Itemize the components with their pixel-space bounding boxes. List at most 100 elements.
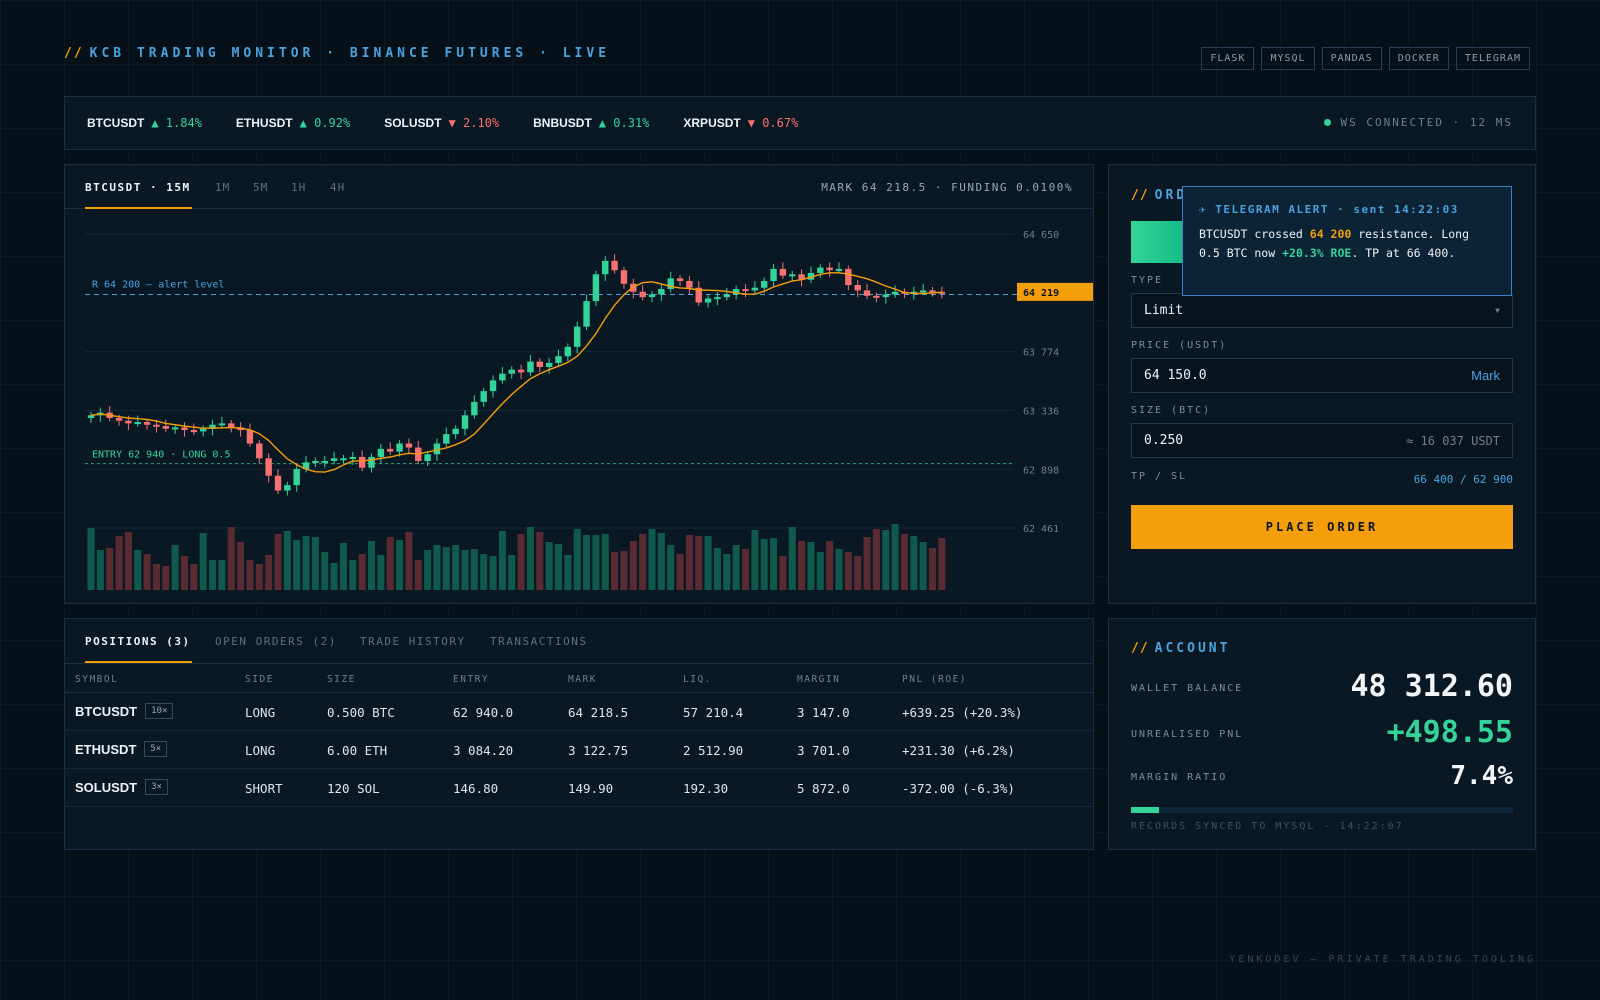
- volume-bar: [134, 550, 142, 590]
- volume-bar: [396, 540, 404, 590]
- candle: [648, 294, 656, 298]
- arrow-up-icon: ▲: [151, 116, 159, 130]
- volume-bar: [788, 527, 796, 590]
- mark-price-button[interactable]: Mark: [1471, 368, 1500, 383]
- volume-bar: [368, 541, 375, 590]
- tpsl-value[interactable]: 66 400 / 62 900: [1413, 473, 1513, 486]
- volume-bar: [246, 560, 254, 590]
- tech-tags: FLASK MYSQL PANDAS DOCKER TELEGRAM: [1201, 47, 1530, 70]
- candle: [246, 430, 254, 444]
- volume-bar: [96, 550, 104, 590]
- candle: [499, 373, 506, 381]
- ticker-item-ethusdt[interactable]: ETHUSDT ▲ 0.92%: [236, 116, 350, 130]
- ticker-change: 0.67%: [762, 116, 799, 130]
- candle: [545, 362, 553, 367]
- candle: [387, 448, 394, 452]
- cell-symbol: BTCUSDT 10×: [75, 703, 174, 719]
- volume-bar: [302, 536, 310, 590]
- order-type-select[interactable]: Limit ▼: [1131, 293, 1513, 328]
- cell-mark: 64 218.5: [568, 705, 629, 720]
- volume-bar: [106, 548, 114, 590]
- volume-bar: [87, 528, 95, 590]
- col-side: SIDE: [245, 674, 274, 685]
- long-side-button[interactable]: [1131, 221, 1191, 263]
- candle: [330, 458, 338, 461]
- margin-ratio-label: MARGIN RATIO: [1131, 772, 1228, 783]
- tag-docker: DOCKER: [1388, 47, 1449, 70]
- volume-bar: [199, 533, 207, 590]
- candle: [517, 369, 525, 373]
- tab-btcusdt-15m[interactable]: BTCUSDT · 15M: [85, 181, 191, 194]
- table-row[interactable]: BTCUSDT 10× LONG 0.500 BTC 62 940.0 64 21…: [65, 693, 1093, 731]
- moving-average-line: [90, 272, 942, 473]
- volume-bar: [564, 555, 572, 590]
- candle: [639, 291, 646, 298]
- cell-side: SHORT: [245, 781, 283, 796]
- ticker-item-xrpusdt[interactable]: XRPUSDT ▼ 0.67%: [683, 116, 798, 130]
- col-margin: MARGIN: [797, 674, 841, 685]
- candle: [826, 267, 833, 271]
- candle: [134, 422, 141, 425]
- ticker-item-btcusdt[interactable]: BTCUSDT ▲ 1.84%: [87, 116, 202, 130]
- ticker-symbol: BNBUSDT: [533, 116, 592, 130]
- volume-bar: [863, 537, 871, 590]
- volume-bar: [760, 539, 768, 590]
- candle: [143, 422, 151, 425]
- volume-bar: [152, 564, 160, 590]
- ticker-item-bnbusdt[interactable]: BNBUSDT ▲ 0.31%: [533, 116, 649, 130]
- app-title-text: KCB TRADING MONITOR · BINANCE FUTURES · …: [89, 46, 611, 61]
- candle: [433, 443, 441, 455]
- status-dot-icon: [1323, 119, 1331, 126]
- ticker-change: 0.31%: [613, 116, 650, 130]
- candle: [377, 448, 385, 457]
- candle: [910, 291, 917, 294]
- table-row[interactable]: ETHUSDT 5× LONG 6.00 ETH 3 084.20 3 122.7…: [65, 731, 1093, 769]
- ticker-change: 2.10%: [463, 116, 500, 130]
- tab-trade-history[interactable]: TRADE HISTORY: [360, 635, 466, 648]
- candle: [761, 281, 768, 288]
- ticker-item-solusdt[interactable]: SOLUSDT ▼ 2.10%: [384, 116, 499, 130]
- candle: [592, 274, 600, 302]
- volume-bar: [816, 552, 824, 590]
- price-input[interactable]: 64 150.0 Mark: [1131, 358, 1513, 393]
- candle: [87, 415, 95, 419]
- tab-transactions[interactable]: TRANSACTIONS: [490, 635, 588, 648]
- candle: [237, 427, 244, 431]
- volume-bar: [218, 560, 226, 590]
- candle: [284, 485, 291, 491]
- tag-mysql: MYSQL: [1261, 47, 1315, 70]
- tab-4h[interactable]: 4H: [330, 181, 346, 194]
- candle: [396, 443, 403, 452]
- volume-bar: [798, 541, 806, 590]
- size-input[interactable]: 0.250 ≈ 16 037 USDT: [1131, 423, 1513, 458]
- active-tab-underline: [85, 661, 192, 663]
- candle: [658, 289, 665, 295]
- volume-bar: [124, 532, 132, 590]
- tab-5m[interactable]: 5M: [253, 181, 269, 194]
- place-order-button[interactable]: PLACE ORDER: [1131, 505, 1513, 549]
- cell-mark: 3 122.75: [568, 743, 629, 758]
- cell-side: LONG: [245, 743, 276, 758]
- footer-credit: YENKODEV — PRIVATE TRADING TOOLING: [1229, 954, 1536, 965]
- volume-bar: [339, 543, 347, 590]
- col-size: SIZE: [327, 674, 356, 685]
- tab-1m[interactable]: 1M: [215, 181, 231, 194]
- price-chart[interactable]: 64 650 63 774 63 336 62 898 62 461 R 64 200 —…: [65, 210, 1093, 604]
- volume-bar: [657, 533, 665, 590]
- volume-bar: [508, 555, 516, 590]
- candle: [789, 274, 796, 277]
- candle: [125, 420, 132, 424]
- volume-bar: [433, 545, 441, 590]
- tab-open-orders[interactable]: OPEN ORDERS (2): [215, 635, 337, 648]
- cell-pnl: +231.30 (+6.2%): [902, 743, 1015, 758]
- leverage-badge: 5×: [144, 741, 168, 757]
- wallet-balance-label: WALLET BALANCE: [1131, 683, 1244, 694]
- tab-1h[interactable]: 1H: [291, 181, 307, 194]
- candle: [209, 424, 216, 429]
- table-row[interactable]: SOLUSDT 3× SHORT 120 SOL 146.80 149.90 19…: [65, 769, 1093, 807]
- ticker-symbol: ETHUSDT: [235, 116, 293, 130]
- volume-bar: [526, 527, 534, 590]
- candle: [293, 469, 300, 486]
- tab-positions[interactable]: POSITIONS (3): [85, 635, 191, 648]
- cell-liq: 57 210.4: [683, 705, 744, 720]
